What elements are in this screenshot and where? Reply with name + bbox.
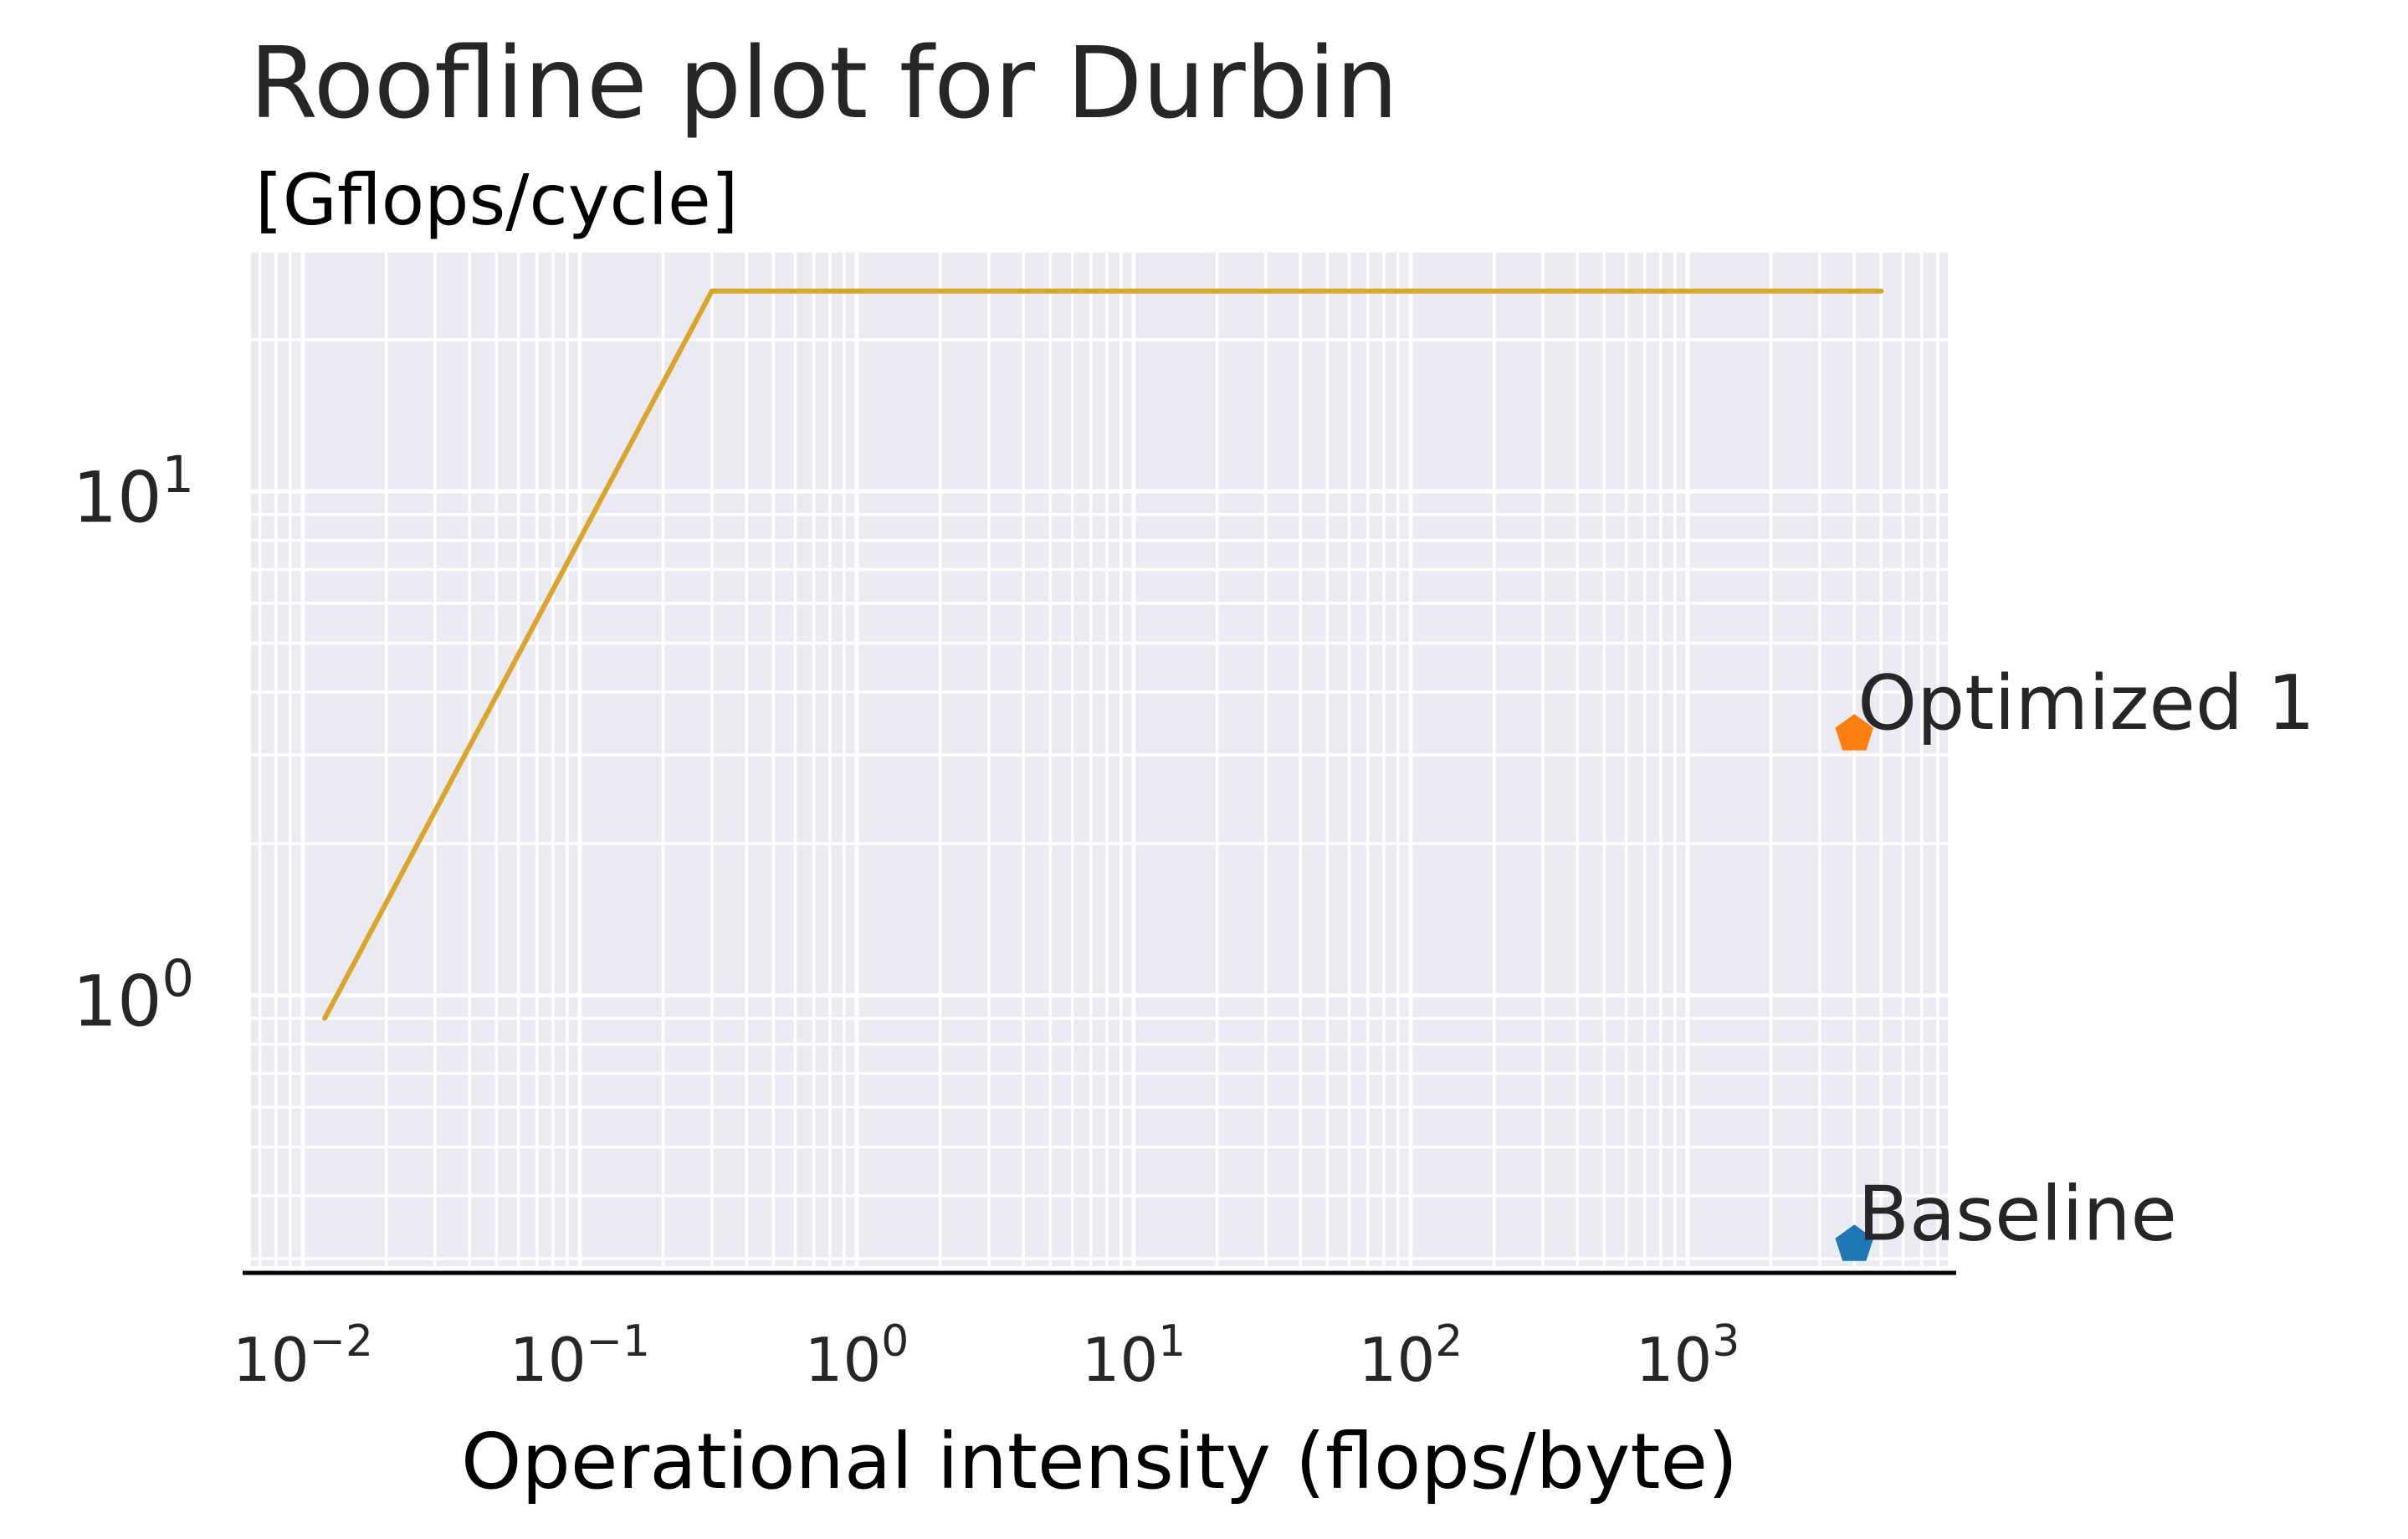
y-tick-label: 101 [73, 446, 194, 538]
grid-lines [251, 249, 1948, 1266]
roofline-line [322, 288, 1884, 1021]
data-point-label: Baseline [1857, 1170, 2177, 1258]
x-axis-label: Operational intensity (flops/byte) [461, 1417, 1738, 1506]
x-tick-label: 101 [1082, 1316, 1186, 1395]
x-tick-label: 100 [805, 1316, 909, 1395]
data-point-label: Optimized 1 [1857, 659, 2315, 747]
x-tick-label: 10−1 [510, 1316, 650, 1395]
plot-area [251, 251, 1948, 1266]
x-tick-label: 102 [1359, 1316, 1463, 1395]
x-tick-label: 10−2 [233, 1316, 373, 1395]
y-tick-label: 100 [73, 950, 194, 1042]
tick-labels: 10−2 10−1 100 101 102 103 100 101 [73, 446, 1740, 1395]
x-tick-label: 103 [1636, 1316, 1740, 1395]
y-axis-label: [Gflops/cycle] [255, 159, 738, 241]
data-points: Baseline Optimized 1 [1835, 659, 2315, 1261]
data-point-marker [1835, 1224, 1874, 1261]
data-point-marker [1835, 714, 1874, 751]
chart-title: Roofline plot for Durbin [249, 25, 1398, 141]
